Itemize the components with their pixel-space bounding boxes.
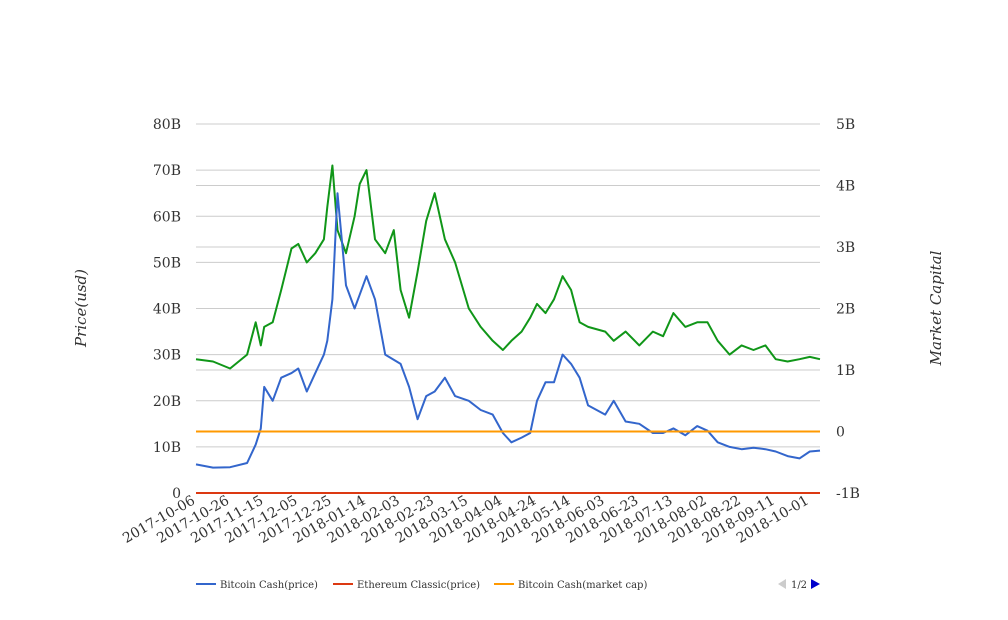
right-axis-title: Market Capital — [927, 250, 945, 366]
left-tick-label: 60B — [153, 209, 181, 225]
legend-label: Bitcoin Cash(market cap) — [518, 580, 647, 591]
left-tick-label: 10B — [153, 440, 181, 456]
right-tick-label: 3B — [836, 240, 855, 256]
left-tick-label: 80B — [153, 117, 181, 133]
x-axis: 2017-10-062017-10-262017-11-152017-12-05… — [120, 493, 812, 547]
left-tick-label: 30B — [153, 348, 181, 364]
left-axis-title: Price(usd) — [72, 269, 90, 348]
right-tick-label: 5B — [836, 117, 855, 133]
legend-label: Ethereum Classic(price) — [357, 580, 480, 591]
right-tick-label: 2B — [836, 302, 855, 318]
legend-pager: 1/2 — [778, 579, 820, 591]
series — [195, 164, 821, 494]
right-tick-label: -1B — [836, 486, 860, 502]
left-tick-label: 20B — [153, 394, 181, 410]
left-tick-label: 40B — [153, 302, 181, 318]
left-axis: 0 10B 20B 30B 40B 50B 60B 70B 80B — [153, 117, 181, 502]
pager-label: 1/2 — [791, 580, 807, 591]
left-tick-label: 0 — [172, 486, 181, 502]
left-tick-label: 50B — [153, 255, 181, 271]
left-tick-label: 70B — [153, 163, 181, 179]
right-axis: -1B 0 1B 2B 3B 4B 5B — [836, 117, 860, 502]
right-tick-label: 1B — [836, 363, 855, 379]
legend: Bitcoin Cash(price) Ethereum Classic(pric… — [196, 580, 647, 591]
pager-next-icon[interactable] — [811, 579, 820, 589]
pager-prev-icon[interactable] — [778, 579, 786, 589]
right-tick-label: 0 — [836, 425, 845, 441]
series-line-0 — [195, 192, 821, 469]
legend-label: Bitcoin Cash(price) — [220, 580, 318, 591]
series-line-3 — [195, 164, 821, 370]
right-tick-label: 4B — [836, 179, 855, 195]
